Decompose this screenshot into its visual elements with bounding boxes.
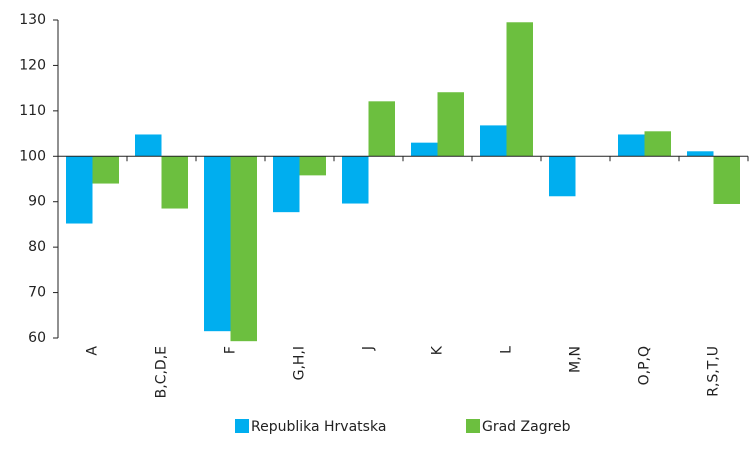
bar — [230, 156, 257, 342]
bar — [549, 156, 576, 197]
bar — [66, 156, 93, 224]
bar — [299, 156, 326, 176]
x-tick-label: B,C,D,E — [154, 346, 170, 398]
bar — [480, 125, 507, 157]
x-tick-label: L — [499, 346, 515, 354]
legend-label: Republika Hrvatska — [251, 419, 386, 435]
bar — [618, 134, 645, 157]
bar — [92, 156, 119, 184]
y-tick-label: 80 — [28, 239, 46, 255]
bar — [368, 101, 395, 157]
x-tick-label: R,S,T,U — [706, 346, 722, 397]
bar — [411, 142, 438, 157]
bar — [713, 156, 740, 204]
legend-swatch — [235, 419, 249, 433]
bar — [437, 92, 464, 157]
bar — [506, 22, 533, 157]
bar — [342, 156, 369, 204]
x-tick-label: K — [430, 345, 446, 355]
y-tick-label: 120 — [19, 57, 46, 73]
bar — [135, 134, 162, 157]
y-tick-label: 110 — [19, 103, 46, 119]
legend-swatch — [466, 419, 480, 433]
x-tick-label: A — [85, 346, 101, 356]
bar — [644, 131, 671, 157]
legend-label: Grad Zagreb — [482, 419, 571, 435]
bar — [687, 151, 714, 157]
x-tick-label: M,N — [568, 346, 584, 373]
y-tick-label: 130 — [19, 12, 46, 28]
y-tick-label: 100 — [19, 148, 46, 164]
bar — [273, 156, 300, 213]
x-tick-label: O,P,Q — [637, 346, 653, 385]
bar — [204, 156, 231, 332]
y-tick-label: 70 — [28, 285, 46, 301]
y-tick-label: 60 — [28, 330, 46, 346]
y-tick-label: 90 — [28, 194, 46, 210]
x-tick-label: J — [361, 346, 377, 351]
x-tick-label: F — [223, 346, 239, 354]
bar — [161, 156, 188, 209]
x-tick-label: G,H,I — [292, 346, 308, 380]
